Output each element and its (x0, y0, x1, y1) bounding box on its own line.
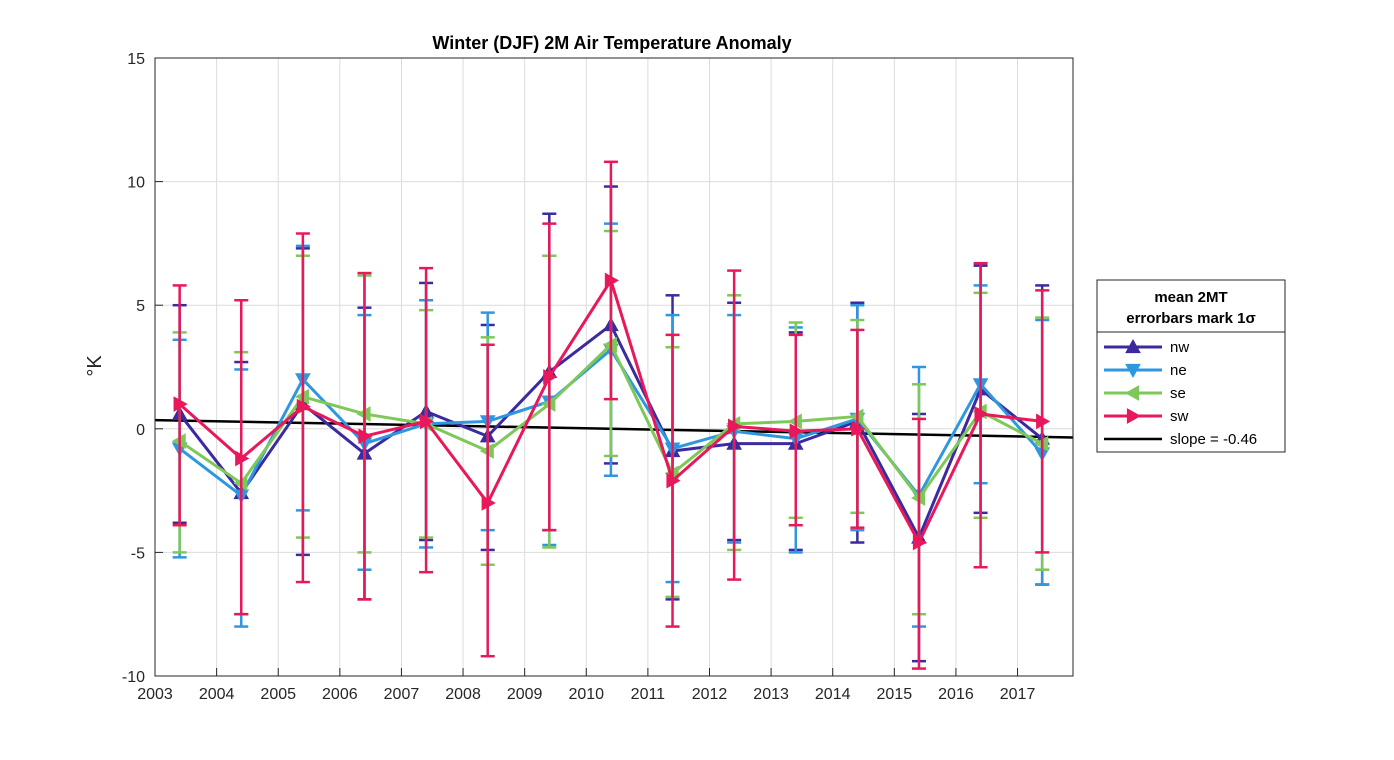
x-tick-label: 2004 (199, 686, 235, 703)
legend-swatch-marker (1126, 408, 1142, 424)
data-point (419, 413, 435, 430)
legend-swatch-marker (1125, 363, 1141, 379)
legend-label: nw (1170, 339, 1189, 356)
legend-entries: nw ne se sw slope = -0.46 (1104, 338, 1257, 448)
legend-label: ne (1170, 362, 1187, 379)
x-tick-label: 2012 (692, 686, 728, 703)
legend-swatch-marker (1125, 338, 1141, 354)
legend-title-line-2: errorbars mark 1σ (1126, 310, 1256, 327)
data-point (173, 396, 188, 412)
x-tick-label: 2013 (753, 686, 789, 703)
series-group (171, 160, 1051, 670)
data-point (481, 495, 496, 511)
legend-label: se (1170, 385, 1186, 402)
legend-item-trend: slope = -0.46 (1104, 431, 1257, 448)
x-tick-label: 2010 (568, 686, 604, 703)
data-point (1036, 413, 1051, 430)
x-tick-label: 2017 (1000, 686, 1036, 703)
x-axis-ticks: 2003 2004 2005 2006 2007 2008 2009 2010 2011 2012… (137, 668, 1035, 703)
grid (154, 57, 1073, 677)
y-tick-label: 15 (127, 51, 145, 68)
x-tick-label: 2005 (260, 686, 296, 703)
y-tick-label: -5 (131, 545, 145, 562)
legend-item-se: se (1104, 385, 1186, 402)
y-tick-label: 5 (136, 298, 145, 315)
data-point (851, 420, 866, 437)
x-tick-label: 2016 (938, 686, 974, 703)
y-tick-label: 0 (136, 422, 145, 439)
legend-swatch-marker (1124, 385, 1140, 401)
legend-label: slope = -0.46 (1170, 431, 1257, 448)
legend-item-ne: ne (1104, 362, 1187, 379)
data-point (912, 534, 928, 551)
y-tick-label: -10 (122, 669, 145, 686)
legend-item-sw: sw (1104, 408, 1189, 425)
legend-item-nw: nw (1104, 338, 1189, 356)
data-point (358, 428, 373, 445)
data-point (604, 272, 619, 289)
data-point (974, 406, 989, 422)
legend: mean 2MT errorbars mark 1σ nw ne se sw slope… (1096, 279, 1286, 453)
data-point (728, 418, 743, 435)
x-tick-label: 2008 (445, 686, 481, 703)
x-tick-label: 2007 (384, 686, 420, 703)
x-tick-label: 2009 (507, 686, 543, 703)
series-sw (172, 160, 1051, 670)
y-axis-label: °K (84, 355, 106, 377)
data-point (666, 472, 681, 489)
data-point (543, 369, 558, 385)
chart-title: Winter (DJF) 2M Air Temperature Anomaly (432, 33, 791, 53)
data-point (235, 450, 250, 467)
y-tick-label: 10 (127, 175, 145, 192)
legend-label: sw (1170, 408, 1189, 425)
data-point (789, 423, 804, 440)
plot-area (154, 57, 1074, 677)
y-axis-ticks: -10 -5 0 5 10 15 (122, 51, 163, 686)
x-tick-label: 2014 (815, 686, 851, 703)
plot-frame (154, 57, 1074, 677)
data-point (296, 398, 311, 415)
x-tick-label: 2006 (322, 686, 358, 703)
x-tick-label: 2003 (137, 686, 173, 703)
x-tick-label: 2011 (631, 686, 666, 703)
legend-title-line-1: mean 2MT (1154, 289, 1227, 306)
x-tick-label: 2015 (877, 686, 913, 703)
plot-background (155, 58, 1073, 676)
